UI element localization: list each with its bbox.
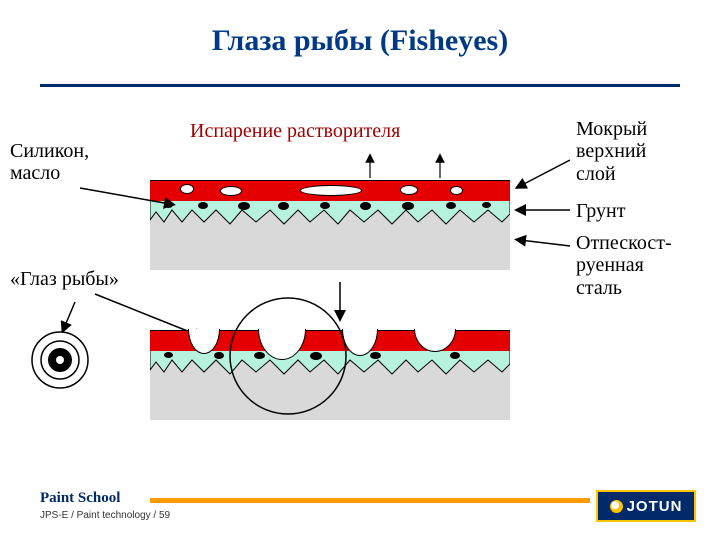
label-topcoat: Мокрый верхний слой bbox=[576, 118, 647, 185]
label-silicone-oil: Силикон, масло bbox=[10, 140, 89, 185]
label-solvent-evaporation: Испарение растворителя bbox=[190, 120, 400, 142]
footer-sub: JPS-E / Paint technology / 59 bbox=[40, 510, 170, 521]
footer-title: Paint School bbox=[40, 490, 120, 507]
page-title: Глаза рыбы (Fisheyes) bbox=[0, 24, 720, 58]
label-fisheye: «Глаз рыбы» bbox=[10, 268, 119, 290]
footer-rule bbox=[150, 498, 590, 503]
title-underline-rule bbox=[40, 84, 680, 87]
cross-section-after bbox=[150, 330, 510, 420]
jotun-logo: JOTUN bbox=[596, 490, 696, 522]
label-steel: Отпескост- руенная сталь bbox=[576, 232, 672, 299]
cross-section-before bbox=[150, 180, 510, 270]
footer: Paint School JPS-E / Paint technology / … bbox=[0, 486, 720, 540]
label-primer: Грунт bbox=[576, 200, 625, 222]
